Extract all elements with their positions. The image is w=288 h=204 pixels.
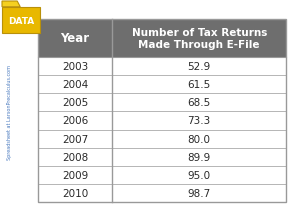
Text: DATA: DATA: [8, 17, 34, 26]
Text: 2004: 2004: [62, 80, 88, 90]
Text: 2005: 2005: [62, 98, 88, 108]
Text: 98.7: 98.7: [187, 188, 211, 198]
Text: Year: Year: [61, 32, 90, 45]
Text: 2009: 2009: [62, 170, 88, 180]
Text: 2006: 2006: [62, 116, 88, 126]
Text: 2003: 2003: [62, 62, 88, 72]
Text: 61.5: 61.5: [187, 80, 211, 90]
FancyBboxPatch shape: [2, 8, 40, 34]
Text: 80.0: 80.0: [188, 134, 211, 144]
Polygon shape: [2, 2, 20, 8]
Text: 2008: 2008: [62, 152, 88, 162]
Text: 73.3: 73.3: [187, 116, 211, 126]
Text: 52.9: 52.9: [187, 62, 211, 72]
Text: 68.5: 68.5: [187, 98, 211, 108]
Text: 2010: 2010: [62, 188, 88, 198]
Text: Spreadsheet at LarsonPrecalculus.com: Spreadsheet at LarsonPrecalculus.com: [7, 65, 12, 159]
Text: 2007: 2007: [62, 134, 88, 144]
Text: 95.0: 95.0: [188, 170, 211, 180]
Bar: [38, 20, 286, 58]
Text: Number of Tax Returns
Made Through E-File: Number of Tax Returns Made Through E-Fil…: [132, 28, 267, 50]
Bar: [38, 20, 286, 202]
Text: 89.9: 89.9: [187, 152, 211, 162]
